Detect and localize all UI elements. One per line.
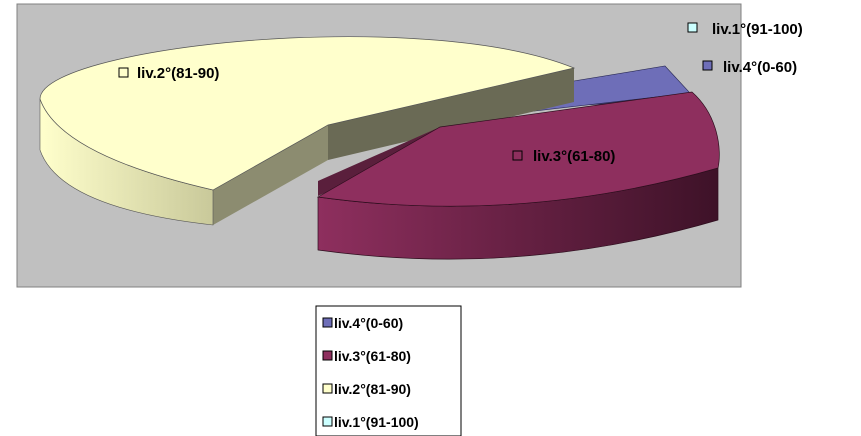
legend-label: liv.4°(0-60) [334, 315, 403, 331]
data-label-liv2: liv.2°(81-90) [118, 65, 219, 82]
legend: liv.4°(0-60) liv.3°(61-80) liv.2°(81-90)… [315, 305, 462, 436]
legend-label: liv.2°(81-90) [334, 381, 411, 397]
data-label-text: liv.1°(91-100) [712, 21, 803, 38]
data-label-text: liv.2°(81-90) [137, 65, 219, 82]
data-label-text: liv.4°(0-60) [723, 59, 797, 76]
legend-item: liv.2°(81-90) [322, 381, 411, 397]
data-label-liv4: liv.4°(0-60) [702, 59, 797, 76]
legend-box [315, 305, 462, 436]
pie-slice-side-cut-liv2 [213, 125, 328, 225]
legend-item: liv.1°(91-100) [322, 414, 419, 430]
pie-slice-liv3 [316, 91, 720, 207]
data-label-text: liv.3°(61-80) [533, 148, 615, 165]
data-label-liv1: liv.1°(91-100) [687, 21, 803, 38]
legend-label: liv.1°(91-100) [334, 414, 419, 430]
legend-label: liv.3°(61-80) [334, 348, 411, 364]
pie-slice-liv2 [39, 36, 576, 191]
legend-item: liv.3°(61-80) [322, 348, 411, 364]
pie-slice-side-inner-liv2 [328, 68, 574, 160]
data-label-liv3: liv.3°(61-80) [512, 148, 615, 165]
legend-item: liv.4°(0-60) [322, 315, 403, 331]
